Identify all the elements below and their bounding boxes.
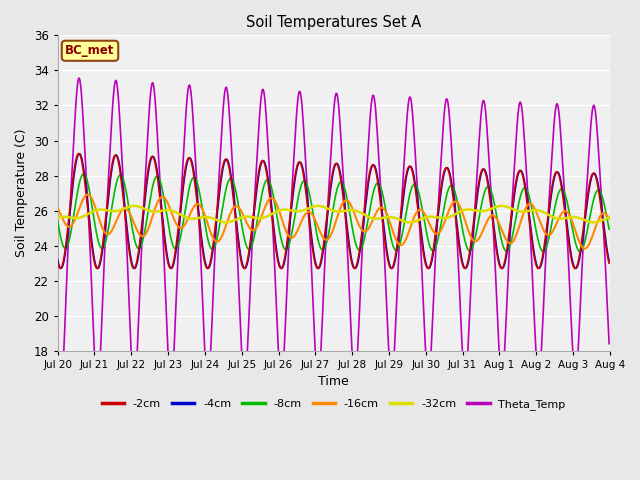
- Legend: -2cm, -4cm, -8cm, -16cm, -32cm, Theta_Temp: -2cm, -4cm, -8cm, -16cm, -32cm, Theta_Te…: [97, 395, 570, 415]
- Y-axis label: Soil Temperature (C): Soil Temperature (C): [15, 129, 28, 257]
- X-axis label: Time: Time: [318, 375, 349, 388]
- Text: BC_met: BC_met: [65, 44, 115, 57]
- Title: Soil Temperatures Set A: Soil Temperatures Set A: [246, 15, 421, 30]
